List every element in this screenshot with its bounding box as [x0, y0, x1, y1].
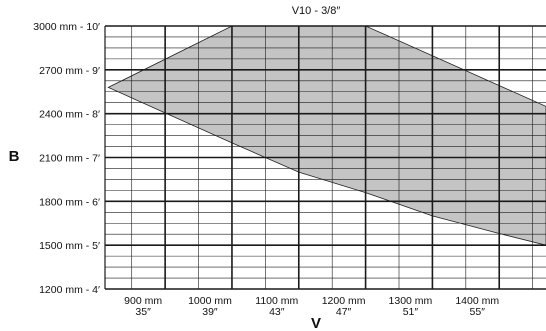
y-tick-label: 1800 mm - 6′: [39, 196, 100, 208]
y-tick-label: 2100 mm - 7′: [39, 153, 100, 165]
x-tick-label-in: 39″: [202, 306, 218, 318]
y-tick-label: 3000 mm - 10′: [33, 21, 100, 33]
x-tick-label-mm: 1000 mm: [188, 295, 232, 307]
x-tick-label-mm: 1100 mm: [255, 295, 298, 307]
chart-title: V10 - 3/8″: [292, 5, 341, 17]
x-tick-label-in: 51″: [403, 306, 419, 318]
y-tick-labels: 3000 mm - 10′ 2700 mm - 9′ 2400 mm - 8′ 210…: [33, 21, 100, 296]
x-tick-label-mm: 1200 mm: [322, 295, 366, 307]
y-tick-label: 2700 mm - 9′: [39, 65, 100, 77]
grid-major: [104, 25, 546, 290]
y-tick-label: 1200 mm - 4′: [39, 284, 100, 296]
y-tick-label: 1500 mm - 5′: [39, 240, 100, 252]
x-tick-label-mm: 900 mm: [124, 295, 162, 307]
x-axis-label: V: [311, 315, 321, 331]
x-tick-label-mm: 1300 mm: [389, 295, 433, 307]
x-tick-label-in: 43″: [269, 306, 285, 318]
x-tick-label-in: 47″: [336, 306, 352, 318]
y-tick-label: 2400 mm - 8′: [39, 109, 100, 121]
x-tick-label-in: 55″: [470, 306, 486, 318]
y-axis-label: B: [9, 148, 20, 165]
x-tick-label-mm: 1400 mm: [455, 295, 499, 307]
x-tick-label-in: 35″: [135, 306, 151, 318]
